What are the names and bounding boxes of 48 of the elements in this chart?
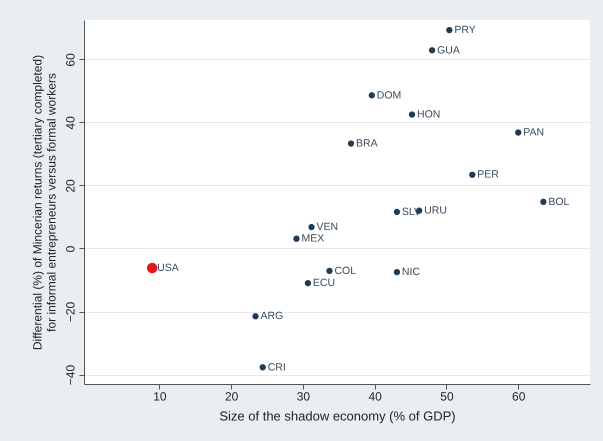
annotation: PAN	[523, 126, 544, 139]
y-tick-label: 20	[64, 178, 78, 193]
annotation: URU	[424, 204, 447, 217]
point	[540, 198, 547, 205]
point	[326, 268, 333, 274]
x-axis-title: Size of the shadow economy (% of GDP)	[219, 408, 456, 424]
annotation: GUA	[437, 44, 460, 56]
point	[515, 129, 522, 136]
point	[394, 208, 400, 216]
annotation: BRA	[356, 138, 378, 150]
y-tick-label: 0	[64, 245, 78, 252]
y-tick-label: 40	[64, 116, 78, 130]
point	[308, 224, 315, 230]
y-tick-label: −20	[64, 302, 78, 322]
annotation: PER	[477, 168, 500, 181]
x-tick-label: 30	[296, 390, 310, 404]
point	[446, 26, 452, 34]
point	[252, 313, 259, 320]
point	[304, 280, 312, 286]
point	[260, 364, 266, 370]
point	[394, 268, 400, 276]
x-tick-label: 60	[512, 390, 526, 404]
point	[146, 262, 158, 274]
point	[428, 47, 436, 54]
y-tick-label: −40	[64, 364, 78, 386]
annotation: VEN	[316, 221, 338, 234]
annotation: BOL	[548, 196, 570, 208]
point	[408, 111, 416, 118]
annotation: ARG	[260, 310, 284, 322]
point	[348, 140, 354, 147]
annotation: PRY	[454, 24, 476, 36]
point	[469, 172, 476, 178]
annotation: NIC	[402, 266, 420, 278]
x-tick-label: 10	[153, 390, 167, 404]
annotation: CRI	[268, 361, 286, 374]
y-axis-title: Differential (%) of Mincerian returns (tertiary completed) for informal entrepreneurs versus formal workers	[30, 54, 58, 350]
annotation: DOM	[376, 89, 402, 102]
x-tick-label: 50	[440, 390, 454, 404]
annotation: USA	[157, 262, 179, 274]
annotation: ECU	[312, 277, 336, 290]
annotation: MEX	[301, 232, 324, 245]
point	[368, 92, 375, 98]
y-tick-label: 60	[64, 52, 78, 67]
x-tick-label: 20	[224, 390, 239, 404]
point	[293, 236, 300, 242]
x-tick-label: 40	[368, 390, 382, 404]
annotation: HON	[417, 108, 440, 121]
annotation: COL	[334, 264, 356, 277]
